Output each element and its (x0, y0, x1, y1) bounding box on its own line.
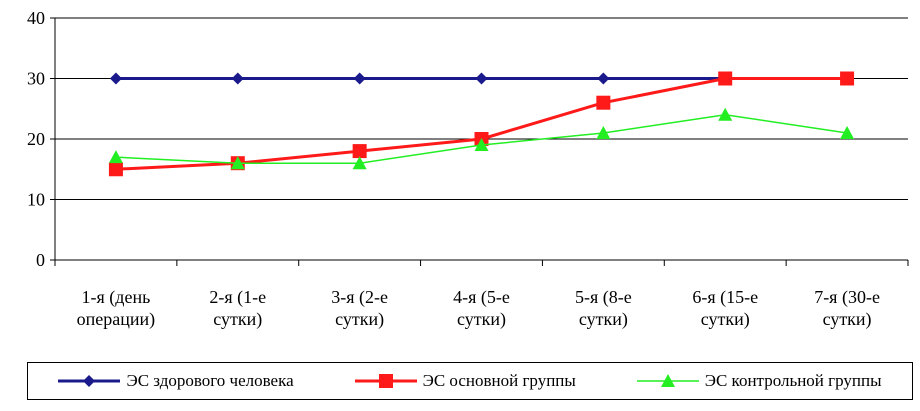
legend-swatch-healthy (58, 375, 121, 387)
point-control-group-4 (474, 138, 489, 152)
point-healthy-2 (231, 72, 244, 85)
point-control-group-1 (108, 150, 123, 164)
series-main-group (108, 71, 855, 177)
chart-legend: ЭС здорового человека ЭС основной группы… (27, 362, 913, 400)
legend-marker-control-group (660, 374, 675, 387)
y-tick-label-20: 20 (27, 129, 45, 149)
point-control-group-5 (596, 125, 611, 139)
x-tick-label-5: 5-я (8-е сутки) (575, 287, 632, 330)
y-tick-label-30: 30 (27, 69, 45, 89)
axes (50, 17, 909, 266)
y-tick-label-0: 0 (36, 250, 45, 270)
tick-labels: 0 10 20 30 40 1-я (день операции) 2-я (1-е сутки… (27, 8, 880, 330)
point-main-group-7 (840, 71, 855, 86)
series-control-group (108, 107, 855, 170)
legend-item-healthy: ЭС здорового человека (58, 371, 294, 391)
point-healthy-5 (597, 72, 610, 85)
legend-label-control-group: ЭС контрольной группы (704, 371, 882, 390)
gridlines (55, 17, 908, 200)
point-control-group-6 (718, 107, 733, 121)
line-chart: 0 10 20 30 40 1-я (день операции) 2-я (1-е сутки… (27, 8, 909, 330)
point-main-group-5 (596, 95, 611, 110)
point-main-group-6 (718, 71, 733, 86)
point-main-group-1 (108, 162, 123, 177)
series-group (108, 71, 855, 177)
legend-item-main-group: ЭС основной группы (354, 371, 576, 391)
legend-marker-healthy (83, 375, 96, 387)
x-tick-label-3: 3-я (2-е сутки) (331, 287, 388, 330)
point-control-group-2 (230, 156, 245, 170)
point-control-group-7 (840, 125, 855, 139)
y-tick-label-10: 10 (27, 190, 45, 210)
legend-label-main-group: ЭС основной группы (422, 371, 576, 390)
x-tick-label-6: 6-я (15-е сутки) (692, 287, 758, 330)
point-healthy-1 (109, 72, 122, 85)
x-tick-label-2: 2-я (1-е сутки) (209, 287, 266, 330)
legend-marker-main-group (378, 374, 393, 388)
x-tick-label-4: 4-я (5-е сутки) (453, 287, 510, 330)
point-control-group-3 (352, 156, 367, 170)
y-tick-label-40: 40 (27, 8, 45, 28)
legend-swatch-control-group (636, 374, 699, 387)
legend-label-healthy: ЭС здорового человека (126, 371, 294, 390)
legend-item-control-group: ЭС контрольной группы (636, 371, 882, 391)
series-line-main-group (115, 77, 848, 171)
point-main-group-3 (352, 144, 367, 159)
legend-swatch-main-group (354, 374, 417, 388)
point-healthy-3 (353, 72, 366, 85)
x-tick-label-7: 7-я (30-е сутки) (814, 287, 880, 330)
x-tick-label-1: 1-я (день операции) (77, 287, 156, 330)
point-healthy-4 (475, 72, 488, 85)
